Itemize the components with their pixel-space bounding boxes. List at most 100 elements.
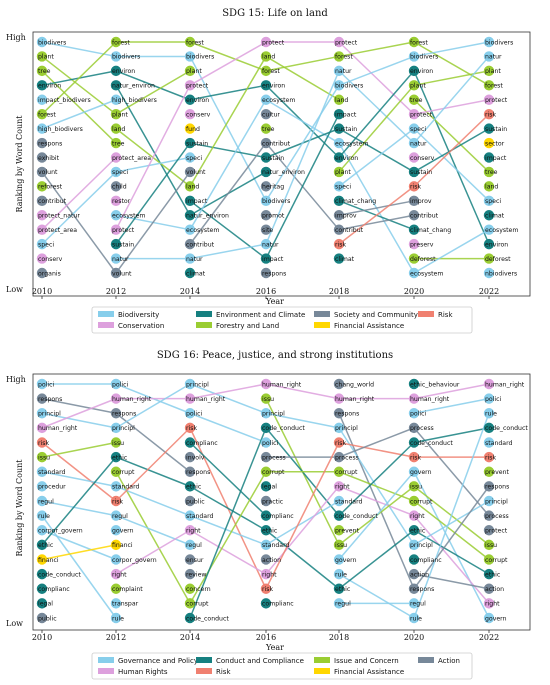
term-link-polici (189, 412, 267, 444)
term-label: process (262, 454, 286, 461)
term-marker (408, 583, 420, 594)
term-marker (408, 598, 420, 609)
term-marker (110, 612, 122, 624)
term-link-respons (41, 397, 117, 414)
term-label: impact (335, 111, 357, 118)
term-marker (36, 568, 48, 580)
term-marker (333, 481, 345, 492)
term-label: climat (335, 256, 355, 263)
term-link-polici (413, 397, 490, 414)
term-label: restor (112, 198, 131, 205)
term-label: protect (112, 227, 135, 234)
term-marker (260, 123, 272, 134)
term-marker (333, 80, 345, 91)
term-link-risk (413, 113, 490, 187)
term-label: land (262, 54, 275, 61)
term-label: financi (38, 557, 59, 564)
term-label: respons (485, 484, 509, 491)
term-link-financi (41, 544, 117, 561)
term-link-corrupt (338, 471, 415, 502)
term-label: govern (335, 557, 357, 564)
term-label: complianc (38, 586, 70, 593)
term-label: impact (186, 198, 208, 205)
term-label: natur (262, 241, 279, 248)
term-label: complianc (410, 557, 442, 564)
x-tick-label: 2014 (180, 287, 200, 296)
term-link-issu (41, 441, 117, 458)
legend-swatch (314, 657, 330, 663)
term-marker (260, 152, 272, 163)
term-marker (483, 598, 495, 609)
term-label: natur_environ (262, 169, 305, 176)
term-marker (483, 238, 495, 250)
term-label: deforest (410, 256, 436, 263)
term-marker (260, 166, 272, 178)
term-label: respons (335, 411, 359, 418)
term-marker (110, 495, 122, 507)
term-label: ethic (262, 528, 278, 535)
term-marker (260, 80, 272, 91)
term-label: principl (112, 425, 135, 432)
term-link-code_conduct (413, 427, 490, 444)
legend-swatch (418, 311, 434, 317)
term-link-code_conduct (338, 441, 415, 517)
term-marker (184, 525, 196, 536)
term-marker (36, 210, 48, 221)
term-label: code_conduct (38, 571, 81, 578)
term-label: ensur (186, 557, 204, 564)
term-marker (483, 80, 495, 91)
y-top-label: High (6, 33, 26, 42)
term-label: speci (410, 126, 426, 133)
term-label: involv (186, 454, 205, 461)
term-label: concern (186, 586, 211, 593)
term-marker (408, 408, 420, 419)
term-label: forest (335, 54, 353, 61)
term-label: corrupt (186, 601, 209, 608)
term-marker (110, 181, 122, 192)
x-tick-label: 2010 (32, 287, 52, 296)
term-label: preserv (410, 241, 434, 248)
term-marker (184, 481, 196, 492)
chart-title: SDG 15: Life on land (222, 8, 328, 19)
term-label: issu (410, 484, 422, 491)
term-link-risk (115, 427, 191, 502)
term-marker (110, 210, 122, 221)
term-label: polici (485, 396, 502, 403)
term-label: ethic (112, 454, 128, 461)
term-marker (260, 451, 272, 463)
term-link-risk (338, 185, 415, 245)
term-link-standard (265, 500, 340, 546)
term-link-principl (413, 500, 490, 546)
plot-frame (32, 373, 531, 631)
term-label: impact_biodivers (38, 97, 91, 104)
term-label: sustain (485, 126, 507, 133)
term-marker (110, 466, 122, 477)
term-label: forest (186, 39, 204, 46)
term-label: corrupt (485, 557, 508, 564)
term-label: right (410, 513, 425, 520)
term-marker (36, 437, 48, 448)
term-link-corpor_govern (41, 529, 117, 561)
term-marker (483, 195, 495, 207)
term-label: issu (485, 542, 497, 549)
term-label: tree (38, 68, 51, 75)
term-label: practic (262, 498, 284, 505)
term-label: principl (485, 498, 508, 505)
term-link-ethic (115, 456, 191, 488)
term-marker (333, 253, 345, 264)
term-marker (260, 437, 272, 448)
term-marker (36, 267, 48, 279)
term-label: risk (335, 241, 346, 248)
term-label: legal (38, 601, 53, 608)
term-marker (36, 539, 48, 551)
term-marker (184, 437, 196, 448)
term-label: risk (410, 184, 421, 191)
term-link-complianc (189, 441, 267, 517)
term-link-action (413, 573, 490, 590)
term-label: corrupt (262, 469, 285, 476)
term-marker (408, 94, 420, 105)
term-link-volunt (115, 171, 191, 274)
term-label: speci (485, 198, 501, 205)
term-marker (408, 510, 420, 521)
term-link-sustain (189, 142, 267, 159)
